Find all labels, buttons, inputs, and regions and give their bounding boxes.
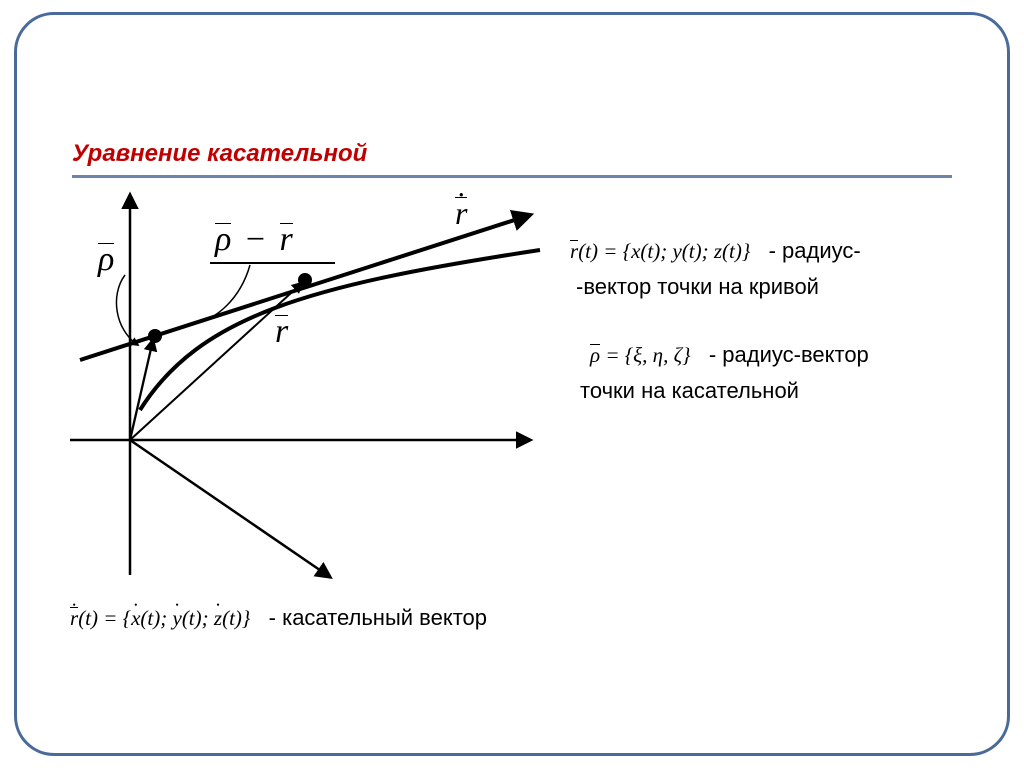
annotation-r: r(t) = {x(t); y(t); z(t)} - радиус- -век… — [570, 238, 970, 300]
title-underline — [72, 175, 952, 178]
slide-title: Уравнение касательной — [72, 140, 367, 168]
vector-r — [130, 283, 302, 440]
formula-rdot: r(t) = {x(t); y(t); z(t)} — [70, 606, 250, 630]
label-rho-minus-r: ρ − r — [215, 221, 293, 259]
annotation-rdot: r(t) = {x(t); y(t); z(t)} - касательный … — [70, 605, 770, 631]
rho-pointer — [116, 275, 138, 345]
point-rho — [148, 329, 162, 343]
formula-r: r(t) = {x(t); y(t); z(t)} — [570, 239, 750, 263]
tangent-line — [80, 215, 530, 360]
label-r-dot: r — [455, 195, 467, 232]
formula-rho: ρ = {ξ, η, ζ} — [590, 343, 690, 367]
z-axis — [130, 440, 330, 577]
annotation-rho: ρ = {ξ, η, ζ} - радиус-вектор точки на к… — [590, 342, 970, 404]
vector-diagram — [40, 185, 580, 595]
label-r: r — [275, 313, 288, 351]
curve — [140, 250, 540, 410]
vector-rho — [130, 340, 153, 440]
label-rho: ρ — [98, 241, 114, 279]
point-r — [298, 273, 312, 287]
